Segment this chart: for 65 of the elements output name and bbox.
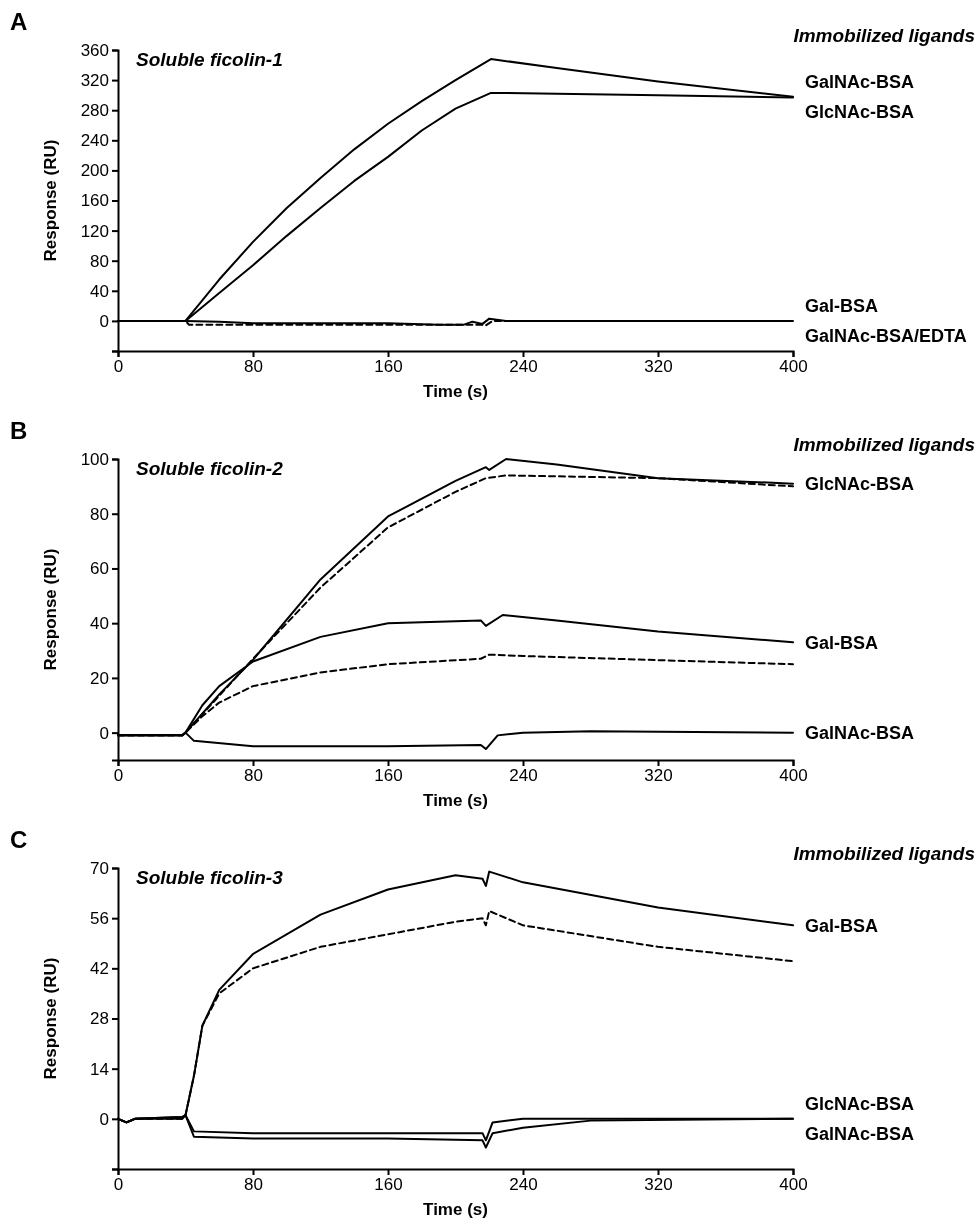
x-tick-label: 240 bbox=[509, 1175, 538, 1195]
series-label: GalNAc-BSA bbox=[805, 1124, 915, 1145]
x-axis-title: Time (s) bbox=[423, 791, 488, 810]
series-label: GalNAc-BSA bbox=[805, 72, 915, 93]
x-tick-label: 400 bbox=[779, 1175, 808, 1195]
text: A bbox=[10, 8, 28, 35]
x-tick-label: 0 bbox=[113, 357, 124, 377]
chart-title: Soluble ficolin-1 bbox=[136, 49, 283, 70]
series-label: GalNAc-BSA/EDTA bbox=[805, 326, 967, 347]
y-tick-label: 240 bbox=[80, 131, 109, 151]
x-tick-label: 160 bbox=[374, 357, 403, 377]
y-tick-label: 20 bbox=[90, 668, 109, 688]
x-tick-label: 80 bbox=[244, 357, 263, 377]
y-tick-label: 160 bbox=[80, 191, 109, 211]
y-tick-label: 80 bbox=[90, 504, 109, 524]
x-tick-label: 240 bbox=[509, 766, 538, 786]
chart-title: Soluble ficolin-3 bbox=[136, 867, 284, 888]
x-tick-label: 400 bbox=[779, 766, 808, 786]
y-tick-label: 56 bbox=[90, 909, 109, 929]
y-axis-title: Response (RU) bbox=[41, 957, 60, 1080]
x-tick-label: 320 bbox=[644, 1175, 673, 1195]
series-label: Gal-BSA bbox=[805, 296, 879, 317]
x-tick-label: 240 bbox=[509, 357, 538, 377]
legend-title: Immobilized ligands bbox=[793, 434, 975, 455]
y-tick-label: 320 bbox=[80, 71, 109, 91]
y-tick-label: 60 bbox=[90, 559, 109, 579]
x-tick-label: 80 bbox=[244, 1175, 263, 1195]
series-label: GlcNAc-BSA bbox=[805, 102, 915, 123]
y-tick-label: 14 bbox=[90, 1059, 109, 1079]
chart-title: Soluble ficolin-2 bbox=[136, 458, 284, 479]
x-tick-label: 0 bbox=[113, 766, 124, 786]
series-label: GlcNAc-BSA bbox=[805, 1094, 915, 1115]
y-axis-title: Response (RU) bbox=[41, 548, 60, 671]
y-tick-label: 360 bbox=[80, 40, 109, 60]
x-tick-label: 160 bbox=[374, 766, 403, 786]
legend-title: Immobilized ligands bbox=[793, 843, 975, 864]
text: C bbox=[10, 826, 28, 853]
y-tick-label: 100 bbox=[80, 449, 109, 469]
y-tick-label: 0 bbox=[99, 1109, 109, 1129]
text: B bbox=[10, 417, 28, 444]
y-tick-label: 80 bbox=[90, 251, 109, 271]
legend-title: Immobilized ligands bbox=[793, 25, 975, 46]
x-tick-label: 320 bbox=[644, 766, 673, 786]
x-tick-label: 320 bbox=[644, 357, 673, 377]
y-tick-label: 70 bbox=[90, 858, 109, 878]
x-tick-label: 160 bbox=[374, 1175, 403, 1195]
x-axis-title: Time (s) bbox=[423, 1200, 488, 1219]
y-tick-label: 0 bbox=[99, 723, 109, 743]
y-tick-label: 40 bbox=[90, 281, 109, 301]
x-axis-title: Time (s) bbox=[423, 382, 488, 401]
x-tick-label: 400 bbox=[779, 357, 808, 377]
y-tick-label: 280 bbox=[80, 101, 109, 121]
y-tick-label: 120 bbox=[80, 221, 109, 241]
x-tick-label: 80 bbox=[244, 766, 263, 786]
series-label: Gal-BSA bbox=[805, 632, 879, 653]
y-tick-label: 0 bbox=[99, 311, 109, 331]
y-tick-label: 28 bbox=[90, 1009, 109, 1029]
series-label: GalNAc-BSA bbox=[805, 722, 915, 743]
series-label: Gal-BSA bbox=[805, 915, 879, 936]
y-tick-label: 40 bbox=[90, 614, 109, 634]
y-tick-label: 200 bbox=[80, 161, 109, 181]
series-label: GlcNAc-BSA bbox=[805, 473, 915, 494]
y-axis-title: Response (RU) bbox=[41, 139, 60, 262]
x-tick-label: 0 bbox=[113, 1175, 124, 1195]
y-tick-label: 42 bbox=[90, 959, 109, 979]
